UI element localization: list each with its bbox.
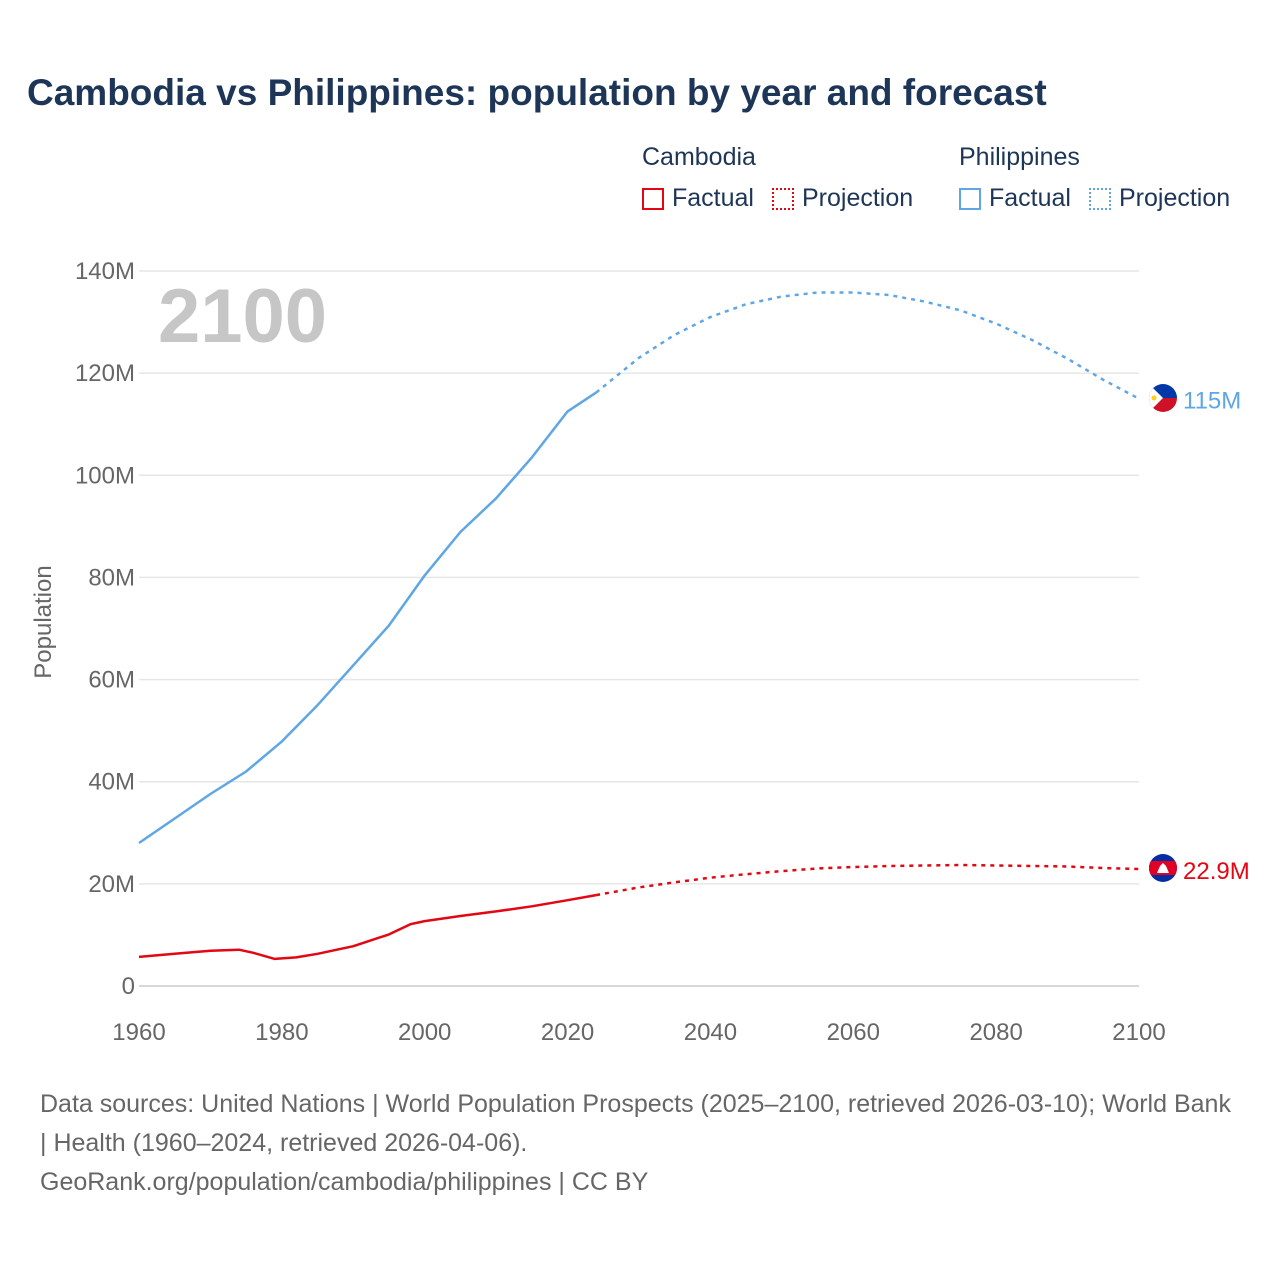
y-tick-label: 60M <box>88 667 135 694</box>
x-tick-label: 2040 <box>684 1019 737 1046</box>
y-axis-label: Population <box>30 565 57 678</box>
x-tick-label: 2100 <box>1112 1019 1165 1046</box>
legend-label: Projection <box>1118 184 1231 212</box>
x-tick-label: 2060 <box>827 1019 880 1046</box>
legend-label: Factual <box>672 184 754 212</box>
x-tick-label: 2020 <box>541 1019 594 1046</box>
chart-title: Cambodia vs Philippines: population by y… <box>27 72 1047 113</box>
legend-philippines-projection[interactable]: Projection <box>1088 184 1231 213</box>
legend-cambodia-factual[interactable]: Factual <box>642 184 754 213</box>
cambodia-projection-line <box>595 863 1140 897</box>
y-tick-label: 100M <box>75 462 135 489</box>
y-tick-label: 120M <box>75 360 135 387</box>
philippines-end-label: 115M <box>1183 388 1241 415</box>
legend-group-cambodia: Cambodia Factual Projection <box>642 143 931 213</box>
source-link[interactable]: GeoRank.org/population/cambodia/philippi… <box>40 1168 649 1196</box>
legend-label: Factual <box>989 184 1071 212</box>
legend-group-philippines: Philippines Factual Projection <box>959 143 1248 213</box>
legend-swatch-solid <box>959 187 981 210</box>
y-tick-label: 140M <box>75 258 135 285</box>
legend-group-name: Cambodia <box>642 143 756 171</box>
legend-cambodia-projection[interactable]: Projection <box>771 184 914 213</box>
legend-swatch-dotted <box>771 187 794 210</box>
philippines-projection-line <box>595 291 1140 400</box>
x-tick-label: 1960 <box>112 1019 165 1046</box>
legend-swatch-dotted <box>1088 187 1111 210</box>
y-tick-label: 20M <box>88 871 135 898</box>
legend-philippines-factual[interactable]: Factual <box>959 184 1071 213</box>
footer: Data sources: United Nations | World Pop… <box>40 1085 1240 1202</box>
data-sources: Data sources: United Nations | World Pop… <box>40 1090 1231 1157</box>
x-tick-label: 2000 <box>398 1019 451 1046</box>
cambodia-flag-icon <box>1149 854 1177 882</box>
x-tick-label: 2080 <box>969 1019 1022 1046</box>
legend-group-name: Philippines <box>959 143 1080 171</box>
legend-swatch-solid <box>642 187 664 210</box>
cambodia-end-label: 22.9M <box>1183 858 1250 885</box>
philippines-flag-icon <box>1149 384 1177 412</box>
y-tick-label: 40M <box>88 769 135 796</box>
legend-label: Projection <box>801 184 914 212</box>
y-tick-label: 0 <box>122 973 135 1000</box>
philippines-factual-line <box>138 391 597 845</box>
current-year-label: 2100 <box>158 274 327 359</box>
y-tick-label: 80M <box>88 564 135 591</box>
x-tick-label: 1980 <box>255 1019 308 1046</box>
cambodia-factual-line <box>138 893 597 961</box>
